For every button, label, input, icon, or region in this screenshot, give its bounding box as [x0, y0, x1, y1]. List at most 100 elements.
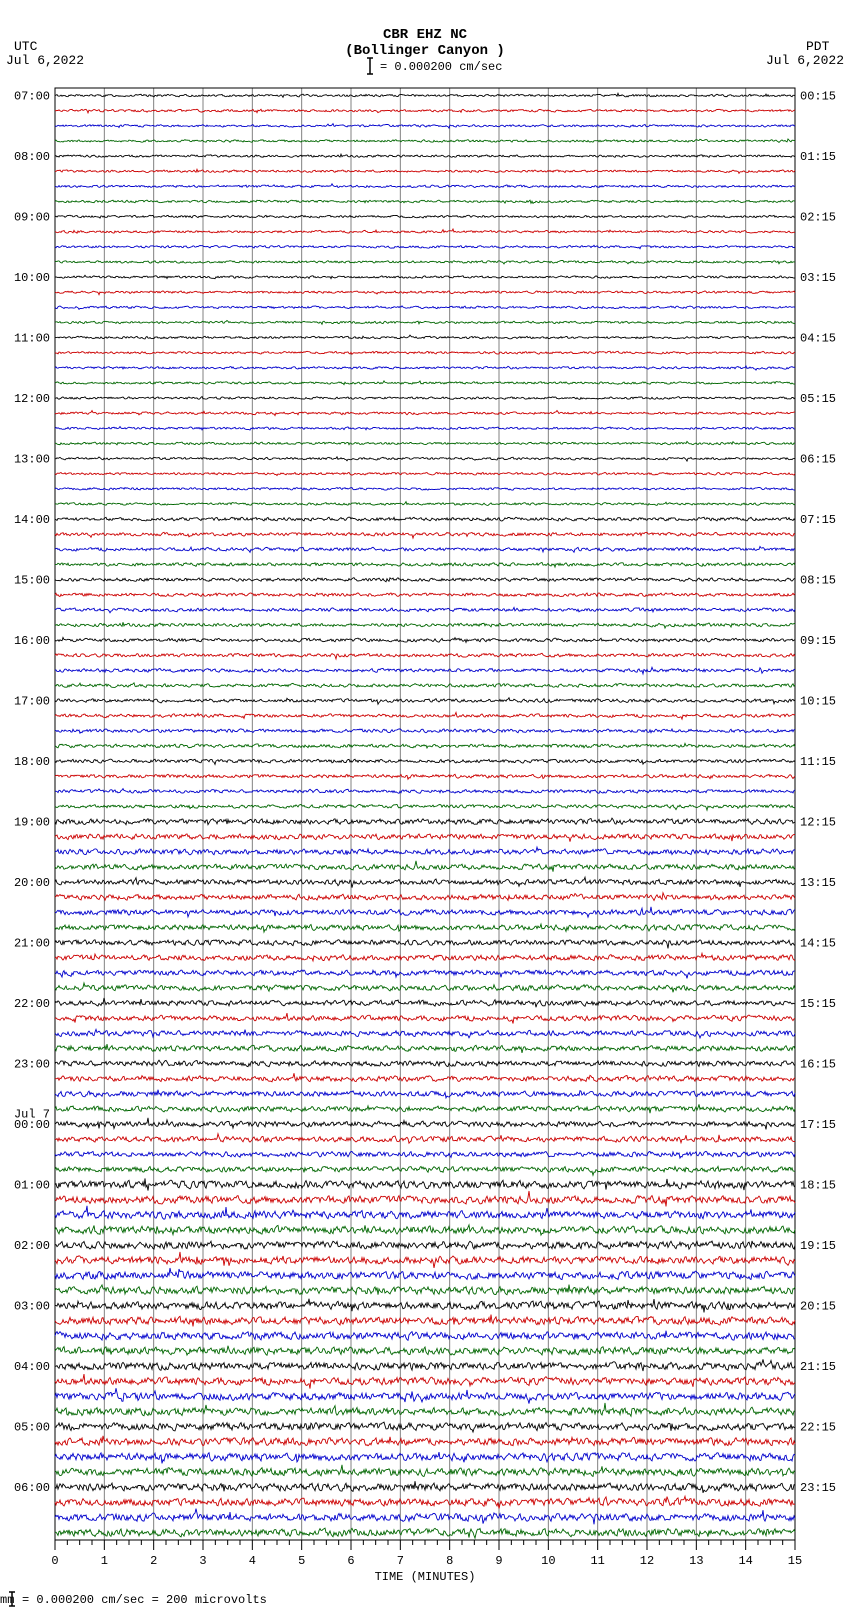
seismic-trace: [55, 1422, 795, 1432]
seismic-trace: [55, 953, 795, 961]
seismic-trace: [55, 124, 795, 129]
seismic-trace: [55, 1388, 795, 1403]
seismic-trace: [55, 1285, 795, 1295]
seismic-trace: [55, 547, 795, 553]
x-tick-label: 3: [199, 1554, 206, 1568]
seismic-trace: [55, 275, 795, 278]
seismic-trace: [55, 1346, 795, 1356]
seismic-trace: [55, 351, 795, 354]
seismic-trace: [55, 1225, 795, 1235]
seismic-trace: [55, 637, 795, 642]
utc-time-label: 22:00: [14, 997, 50, 1011]
utc-time-label: 20:00: [14, 876, 50, 890]
seismic-trace: [55, 834, 795, 842]
seismic-trace: [55, 532, 795, 538]
x-tick-label: 13: [689, 1554, 703, 1568]
seismic-trace: [55, 1090, 795, 1098]
seismic-trace: [55, 1374, 795, 1389]
utc-time-label: 04:00: [14, 1360, 50, 1374]
pdt-time-label: 22:15: [800, 1421, 836, 1435]
seismic-trace: [55, 743, 795, 748]
seismic-trace: [55, 1104, 795, 1113]
seismic-trace: [55, 877, 795, 887]
x-tick-label: 0: [51, 1554, 58, 1568]
seismic-trace: [55, 1315, 795, 1327]
seismic-trace: [55, 1268, 795, 1280]
seismic-trace: [55, 93, 795, 97]
pdt-time-label: 23:15: [800, 1481, 836, 1495]
utc-time-label: 15:00: [14, 574, 50, 588]
seismic-trace: [55, 940, 795, 949]
pdt-time-label: 03:15: [800, 271, 836, 285]
utc-time-label: 01:00: [14, 1179, 50, 1193]
x-tick-label: 14: [738, 1554, 752, 1568]
seismic-trace: [55, 818, 795, 825]
pdt-time-label: 14:15: [800, 937, 836, 951]
seismic-trace: [55, 653, 795, 659]
utc-time-label: 00:00: [14, 1118, 50, 1132]
pdt-time-label: 08:15: [800, 574, 836, 588]
seismic-trace: [55, 805, 795, 811]
seismic-trace: [55, 1496, 795, 1508]
utc-time-label: 23:00: [14, 1058, 50, 1072]
footer-note: = 0.000200 cm/sec = 200 microvolts: [22, 1593, 267, 1607]
seismic-trace: [55, 698, 795, 705]
seismic-trace: [55, 1465, 795, 1477]
pdt-time-label: 11:15: [800, 755, 836, 769]
seismic-trace: [55, 861, 795, 872]
seismic-trace: [55, 907, 795, 917]
utc-time-label: 18:00: [14, 755, 50, 769]
seismic-trace: [55, 366, 795, 370]
pdt-time-label: 01:15: [800, 150, 836, 164]
seismic-trace: [55, 502, 795, 506]
seismic-trace: [55, 712, 795, 719]
seismic-trace: [55, 1013, 795, 1023]
seismic-trace: [55, 321, 795, 325]
seismic-trace: [55, 1206, 795, 1219]
right-tz: PDT: [806, 39, 830, 54]
seismic-trace: [55, 245, 795, 248]
right-date: Jul 6,2022: [766, 53, 844, 68]
utc-time-label: 19:00: [14, 816, 50, 830]
utc-time-label: 10:00: [14, 271, 50, 285]
utc-time-label: 16:00: [14, 634, 50, 648]
utc-time-label: 02:00: [14, 1239, 50, 1253]
x-tick-label: 1: [101, 1554, 108, 1568]
seismic-trace: [55, 229, 795, 233]
pdt-time-label: 13:15: [800, 876, 836, 890]
utc-time-label: 07:00: [14, 90, 50, 104]
seismic-trace: [55, 261, 795, 264]
seismic-trace: [55, 983, 795, 992]
seismic-trace: [55, 139, 795, 142]
x-tick-label: 6: [347, 1554, 354, 1568]
seismic-trace: [55, 562, 795, 567]
seismic-trace: [55, 291, 795, 295]
utc-time-label: 13:00: [14, 453, 50, 467]
x-tick-label: 9: [495, 1554, 502, 1568]
seismic-trace: [55, 1029, 795, 1038]
utc-time-label: 03:00: [14, 1300, 50, 1314]
seismic-trace: [55, 184, 795, 188]
utc-time-label: 12:00: [14, 392, 50, 406]
seismic-trace: [55, 215, 795, 218]
left-date: Jul 6,2022: [6, 53, 84, 68]
x-tick-label: 12: [640, 1554, 654, 1568]
pdt-time-label: 19:15: [800, 1239, 836, 1253]
scale-text: = 0.000200 cm/sec: [380, 60, 502, 74]
seismic-trace: [55, 306, 795, 310]
station-location: (Bollinger Canyon ): [345, 43, 505, 59]
left-tz: UTC: [14, 39, 38, 54]
x-axis-label: TIME (MINUTES): [375, 1570, 476, 1584]
pdt-time-label: 09:15: [800, 634, 836, 648]
pdt-time-label: 17:15: [800, 1118, 836, 1132]
utc-time-label: 21:00: [14, 937, 50, 951]
station-title: CBR EHZ NC: [383, 27, 468, 43]
pdt-time-label: 10:15: [800, 695, 836, 709]
pdt-time-label: 12:15: [800, 816, 836, 830]
pdt-time-label: 18:15: [800, 1179, 836, 1193]
x-tick-label: 2: [150, 1554, 157, 1568]
utc-time-label: 14:00: [14, 513, 50, 527]
seismic-trace: [55, 1528, 795, 1538]
utc-time-label: 06:00: [14, 1481, 50, 1495]
pdt-time-label: 16:15: [800, 1058, 836, 1072]
